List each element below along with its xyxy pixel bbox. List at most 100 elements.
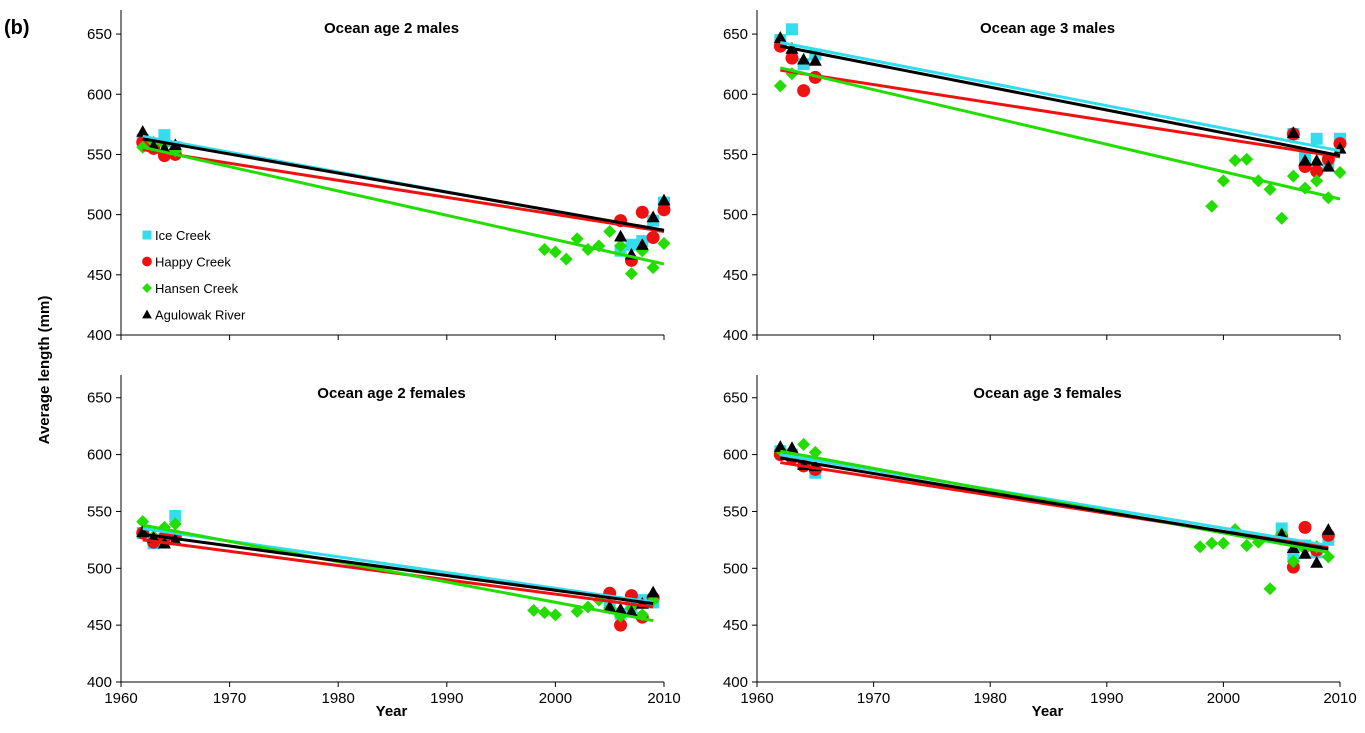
y-tick-label: 400 — [87, 327, 112, 344]
y-tick-label: 450 — [723, 617, 748, 634]
data-point-hansen-creek — [1263, 582, 1277, 596]
data-point-happy-creek — [657, 203, 671, 217]
x-tick-label: 2010 — [1323, 690, 1356, 707]
y-tick-label: 500 — [87, 207, 112, 224]
x-tick-label: 1960 — [740, 690, 773, 707]
legend-marker-agulowak-river — [142, 309, 152, 319]
data-point-ice-creek — [625, 238, 638, 251]
series-hansen-creek — [773, 437, 1335, 596]
trend-line-happy-creek — [142, 148, 665, 233]
data-point-ice-creek — [785, 23, 798, 36]
y-tick-label: 500 — [87, 560, 112, 577]
series-ice-creek — [136, 129, 670, 257]
data-point-agulowak-river — [1310, 556, 1324, 568]
data-point-agulowak-river — [1298, 153, 1312, 166]
data-point-hansen-creek — [1263, 182, 1277, 196]
data-point-hansen-creek — [527, 603, 541, 617]
legend-label-agulowak-river: Agulowak River — [155, 308, 246, 323]
x-tick-label: 2000 — [1207, 690, 1240, 707]
data-point-hansen-creek — [168, 517, 182, 531]
data-point-happy-creek — [1298, 520, 1312, 534]
data-point-agulowak-river — [785, 441, 799, 453]
data-point-hansen-creek — [548, 245, 562, 259]
data-point-hansen-creek — [1321, 550, 1335, 564]
x-axis-title: Year — [1032, 703, 1064, 720]
data-point-hansen-creek — [548, 608, 562, 622]
data-point-hansen-creek — [1240, 152, 1254, 166]
data-point-hansen-creek — [570, 232, 584, 246]
data-point-agulowak-river — [136, 125, 150, 137]
series-agulowak-river — [136, 125, 671, 260]
trend-line-agulowak-river — [780, 44, 1341, 158]
legend: Ice Creek Happy Creek Hansen Creek Agulowak… — [142, 228, 246, 323]
x-tick-label: 1970 — [857, 690, 890, 707]
data-point-agulowak-river — [603, 600, 617, 613]
y-tick-label: 550 — [87, 503, 112, 520]
trend-line-agulowak-river — [142, 137, 665, 232]
data-point-hansen-creek — [1275, 211, 1289, 225]
trend-line-hansen-creek — [142, 523, 654, 623]
data-point-hansen-creek — [559, 252, 573, 266]
data-point-hansen-creek — [797, 437, 811, 451]
data-point-agulowak-river — [624, 605, 638, 617]
data-point-hansen-creek — [1310, 174, 1324, 188]
data-point-happy-creek — [646, 231, 660, 244]
data-point-agulowak-river — [646, 585, 660, 598]
legend-marker-ice-creek — [142, 230, 152, 240]
figure-label: (b) — [4, 17, 30, 39]
data-point-hansen-creek — [1286, 554, 1300, 568]
y-tick-label: 650 — [87, 390, 112, 407]
y-tick-label: 450 — [87, 617, 112, 634]
data-point-hansen-creek — [657, 237, 671, 251]
data-point-agulowak-river — [1298, 547, 1312, 559]
y-tick-label: 500 — [723, 207, 748, 224]
x-tick-label: 1990 — [1090, 690, 1123, 707]
y-tick-label: 600 — [723, 86, 748, 103]
data-point-agulowak-river — [1310, 153, 1324, 166]
panel-ocean-age-3-males: 400 450 500 550 600 650 Ocean age 3 males — [723, 10, 1347, 344]
data-point-hansen-creek — [1216, 174, 1230, 188]
data-point-happy-creek — [785, 51, 799, 65]
trend-line-agulowak-river — [142, 532, 654, 606]
data-point-agulowak-river — [797, 52, 811, 65]
x-tick-label: 1990 — [430, 690, 463, 707]
series-agulowak-river — [773, 31, 1347, 172]
y-tick-label: 450 — [723, 267, 748, 284]
y-tick-label: 550 — [723, 146, 748, 163]
chart-title: Ocean age 3 males — [980, 20, 1115, 37]
x-tick-label: 1970 — [213, 690, 246, 707]
panel-ocean-age-2-females: 400 450 500 550 600 650 1960 1970 1980 1990 2000 20… — [87, 375, 681, 720]
data-point-agulowak-river — [1321, 159, 1335, 172]
panel-ocean-age-2-males: 400 450 500 550 600 650 Ocean age 2 males Ice C… — [87, 10, 671, 344]
x-axis-title: Year — [376, 703, 408, 720]
data-point-hansen-creek — [614, 239, 628, 253]
y-tick-label: 400 — [87, 674, 112, 691]
y-tick-label: 650 — [723, 390, 748, 407]
legend-label-hansen-creek: Hansen Creek — [155, 281, 239, 296]
data-point-ice-creek — [169, 509, 182, 522]
legend-label-ice-creek: Ice Creek — [155, 228, 211, 243]
data-point-agulowak-river — [646, 210, 660, 223]
x-tick-label: 1960 — [104, 690, 137, 707]
y-tick-label: 550 — [723, 503, 748, 520]
trend-line-agulowak-river — [780, 456, 1329, 551]
data-point-agulowak-river — [773, 440, 787, 452]
data-point-agulowak-river — [1286, 126, 1300, 138]
y-tick-label: 650 — [723, 26, 748, 43]
data-point-happy-creek — [614, 618, 628, 632]
data-point-agulowak-river — [614, 602, 628, 615]
data-point-hansen-creek — [1205, 536, 1219, 550]
data-point-hansen-creek — [1205, 199, 1219, 213]
panel-ocean-age-3-females: 400 450 500 550 600 650 1960 1970 1980 1990 2000 20… — [723, 375, 1357, 720]
trend-line-happy-creek — [780, 68, 1341, 159]
data-point-hansen-creek — [1228, 153, 1242, 167]
legend-marker-happy-creek — [142, 256, 152, 267]
data-point-happy-creek — [1310, 164, 1324, 178]
data-point-agulowak-river — [657, 193, 671, 206]
data-point-hansen-creek — [646, 261, 660, 275]
chart-title: Ocean age 3 females — [973, 385, 1121, 402]
y-tick-label: 650 — [87, 26, 112, 43]
x-tick-label: 1980 — [322, 690, 355, 707]
data-point-hansen-creek — [624, 267, 638, 281]
